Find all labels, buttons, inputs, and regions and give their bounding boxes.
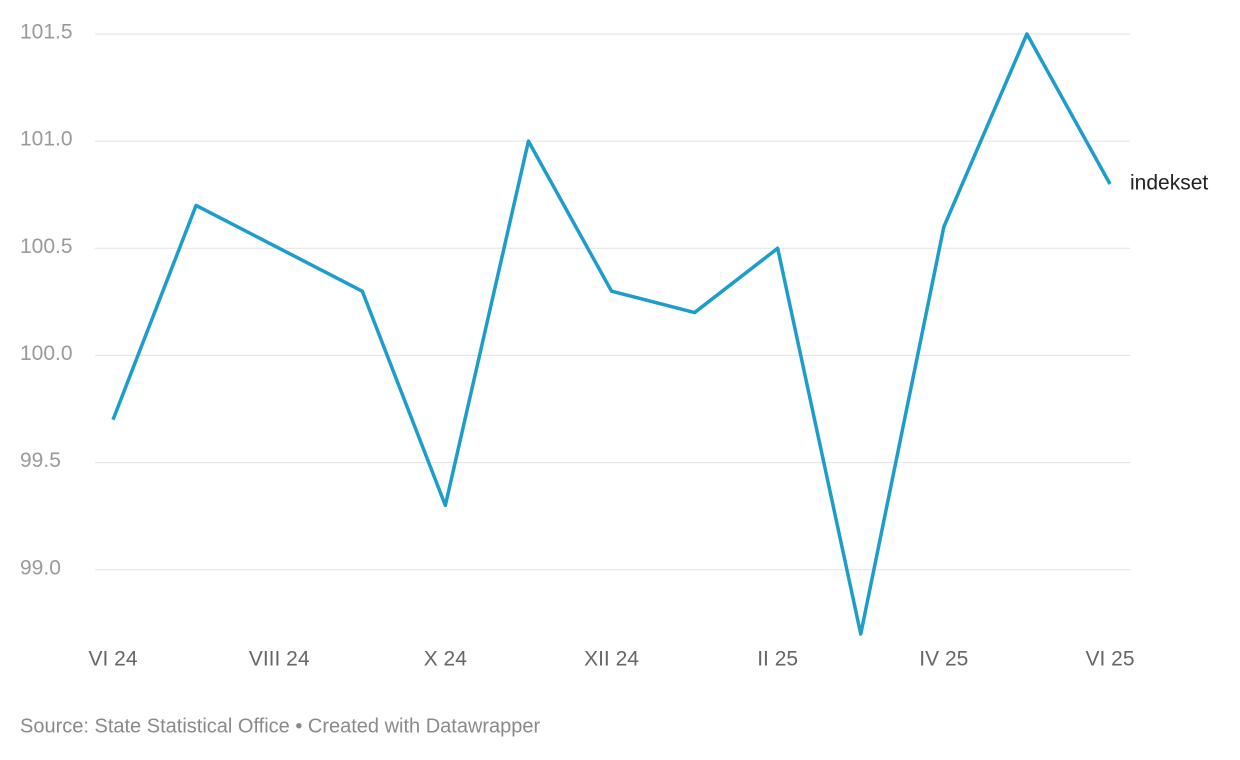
y-tick-label: 101.5 bbox=[20, 21, 73, 44]
y-tick-label: 100.0 bbox=[20, 342, 73, 365]
series-label: indekset bbox=[1130, 172, 1208, 195]
x-tick-label: IV 25 bbox=[919, 648, 968, 671]
x-tick-label: XII 24 bbox=[584, 648, 639, 671]
x-tick-label: X 24 bbox=[424, 648, 468, 671]
y-tick-label: 101.0 bbox=[20, 128, 73, 151]
y-tick-label: 100.5 bbox=[20, 235, 73, 258]
y-tick-label: 99.5 bbox=[20, 449, 61, 472]
x-tick-label: VI 24 bbox=[88, 648, 137, 671]
line bbox=[111, 32, 1112, 636]
y-tick-label: 99.0 bbox=[20, 556, 61, 579]
x-tick-label: VI 25 bbox=[1085, 648, 1134, 671]
x-tick-label: II 25 bbox=[757, 648, 798, 671]
x-tick-label: VIII 24 bbox=[249, 648, 310, 671]
source-note: Source: State Statistical Office • Creat… bbox=[20, 715, 541, 737]
